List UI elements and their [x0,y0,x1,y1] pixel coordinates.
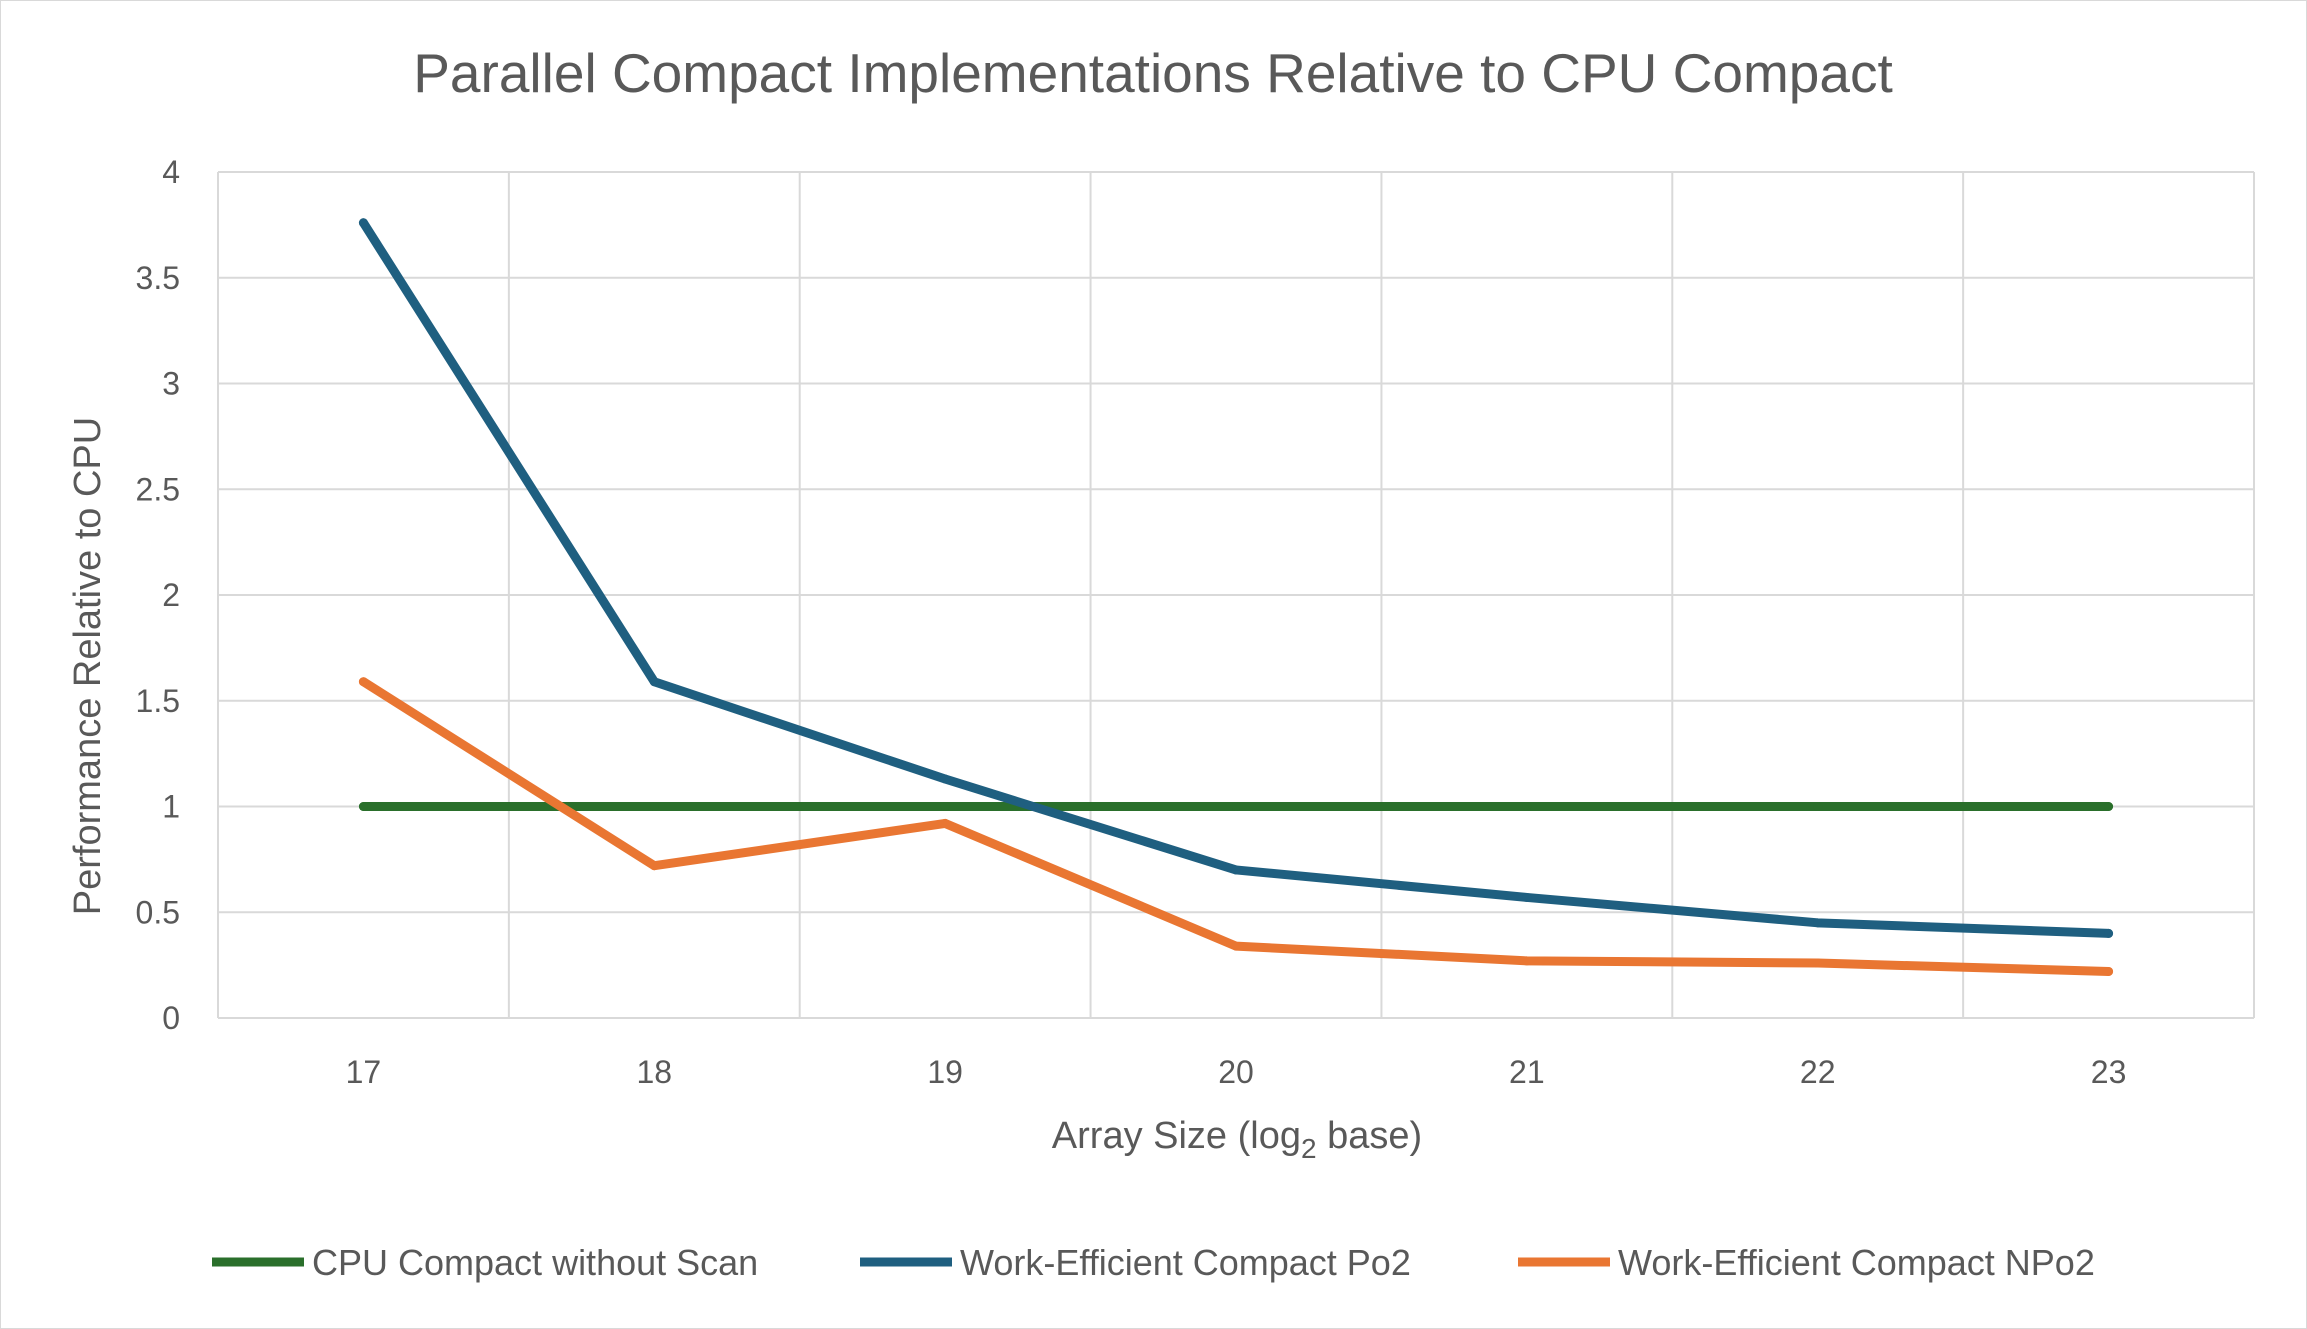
y-tick-label: 1.5 [136,683,180,719]
legend-label: Work-Efficient Compact Po2 [960,1242,1411,1283]
x-axis-label-suffix: base) [1317,1115,1423,1157]
x-tick-label: 23 [2091,1054,2127,1090]
data-point [1522,802,1532,811]
data-point [358,677,368,687]
legend: CPU Compact without Scan Work-Efficient C… [212,1242,2095,1283]
x-tick-label: 20 [1218,1054,1254,1090]
x-axis-label-subscript: 2 [1301,1133,1317,1164]
data-point [940,802,950,811]
x-tick-label: 18 [636,1054,672,1090]
data-point [1813,918,1823,928]
y-axis-label: Performance Relative to CPU [67,417,109,915]
y-tick-label: 2.5 [136,471,180,507]
y-tick-label: 1 [162,789,180,825]
x-tick-label: 22 [1800,1054,1836,1090]
x-tick-label: 17 [346,1054,382,1090]
chart-title: Parallel Compact Implementations Relativ… [413,42,1893,104]
data-point [2104,928,2114,938]
data-point [649,802,659,811]
data-point [1522,956,1532,966]
x-tick-label: 21 [1509,1054,1545,1090]
legend-label: Work-Efficient Compact NPo2 [1618,1242,2095,1283]
x-axis-ticks: 17 18 19 20 21 22 23 [346,1054,2127,1090]
gridlines [217,171,2255,1019]
data-point [1522,892,1532,902]
y-tick-label: 2 [162,577,180,613]
data-point [1231,865,1241,875]
series-lines [358,218,2114,976]
legend-label: CPU Compact without Scan [312,1242,758,1283]
data-point [1231,941,1241,951]
y-tick-label: 3 [162,366,180,402]
data-point [940,818,950,828]
data-point [358,218,368,228]
data-point [2104,802,2114,811]
x-axis-label: Array Size (log2 base) [1052,1115,1422,1164]
data-point [1231,802,1241,811]
y-tick-label: 3.5 [136,260,180,296]
x-tick-label: 19 [927,1054,963,1090]
data-point [2104,966,2114,976]
data-point [649,677,659,687]
y-tick-label: 0 [162,1000,180,1036]
y-tick-label: 0.5 [136,894,180,930]
y-tick-label: 4 [162,154,180,190]
x-axis-label-main: Array Size (log [1052,1115,1301,1157]
data-point [940,774,950,784]
data-point [1813,958,1823,968]
data-point [1813,802,1823,811]
series-line-work-efficient-compact-po2 [358,218,2114,938]
y-axis-ticks: 0 0.5 1 1.5 2 2.5 3 3.5 4 [136,154,180,1036]
data-point [649,861,659,871]
data-point [358,802,368,811]
